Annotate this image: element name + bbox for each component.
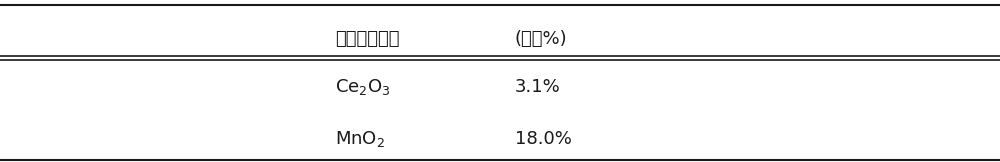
Text: 活性催化组份: 活性催化组份: [335, 30, 400, 48]
Text: 3.1%: 3.1%: [515, 78, 561, 97]
Text: MnO$_2$: MnO$_2$: [335, 129, 385, 149]
Text: (重量%): (重量%): [515, 30, 568, 48]
Text: Ce$_2$O$_3$: Ce$_2$O$_3$: [335, 77, 391, 98]
Text: 18.0%: 18.0%: [515, 130, 572, 148]
